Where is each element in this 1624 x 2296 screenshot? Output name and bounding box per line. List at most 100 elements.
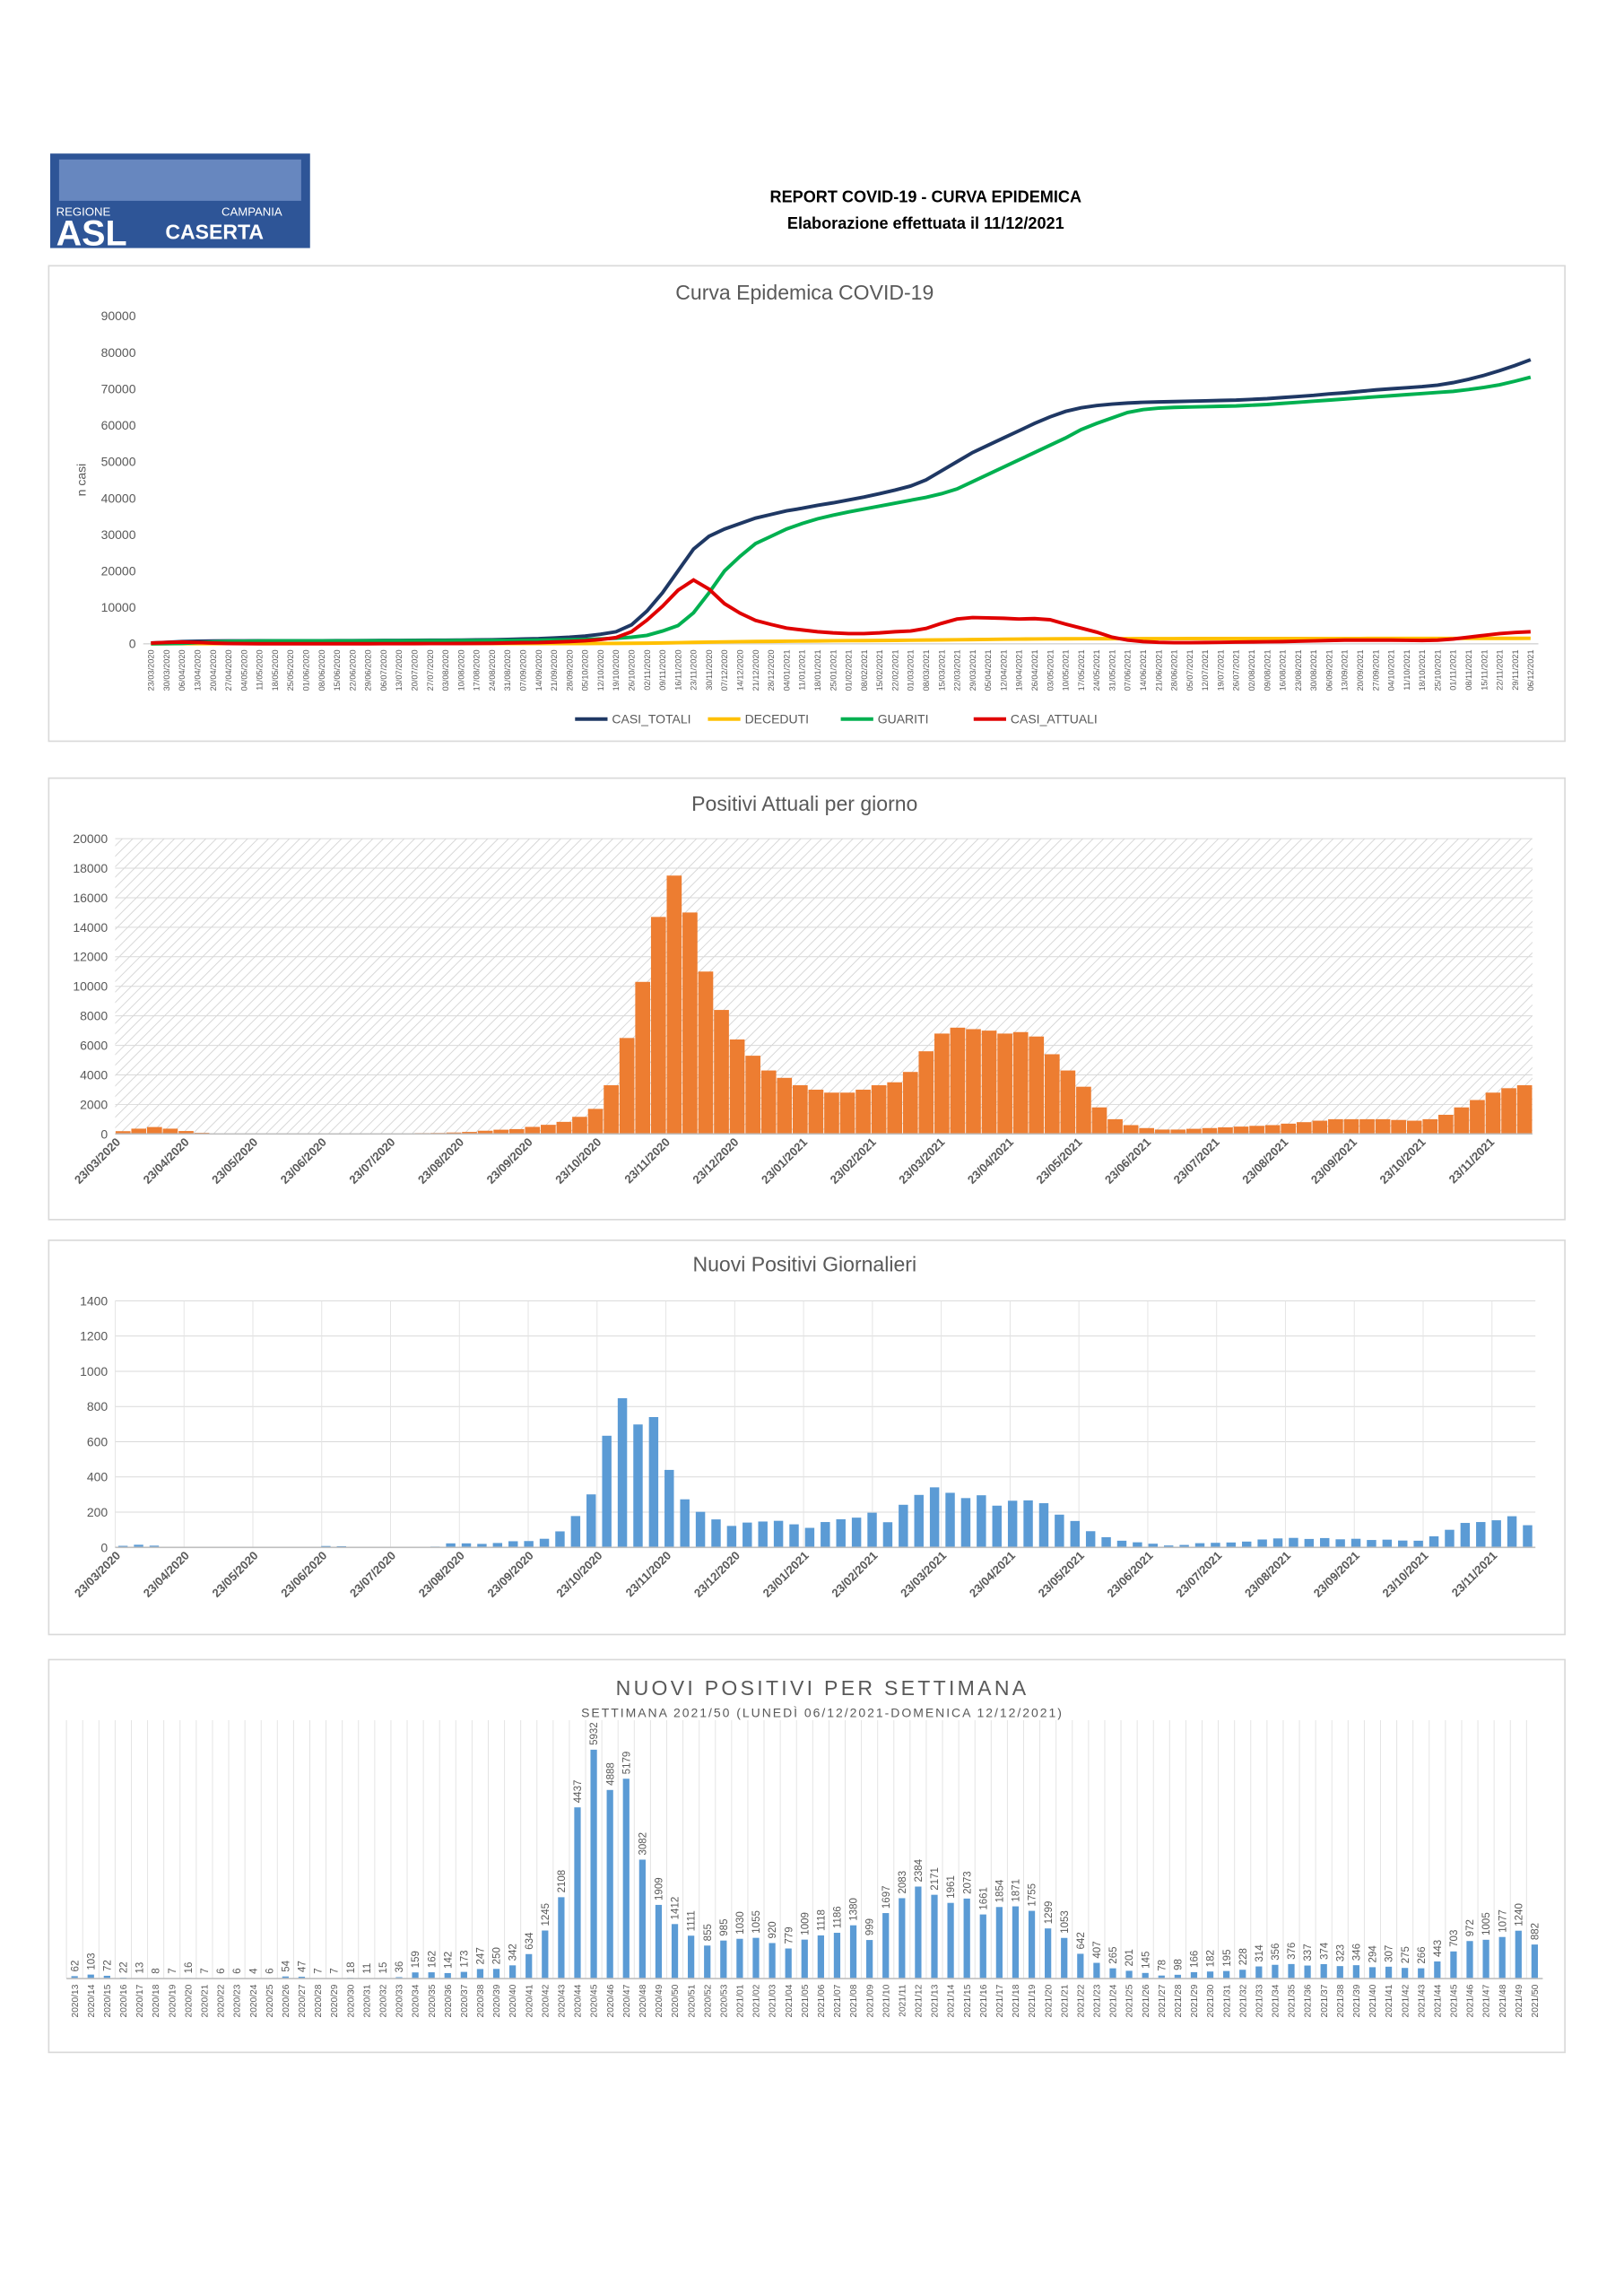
x-tick-label: 2020/37	[460, 1984, 470, 2017]
value-label: 1005	[1481, 1912, 1492, 1935]
bar	[1257, 1539, 1267, 1548]
bar	[587, 1109, 604, 1135]
bar	[476, 1969, 484, 1979]
x-tick-label: 29/06/2020	[364, 649, 373, 691]
bar	[115, 1131, 131, 1135]
x-tick-label: 23/11/2020	[621, 1135, 673, 1187]
x-tick-label: 2020/41	[525, 1984, 534, 2017]
x-tick-label: 2021/49	[1515, 1984, 1524, 2017]
x-tick-label: 2021/34	[1272, 1984, 1281, 2017]
bar	[855, 1089, 871, 1135]
bar	[1296, 1122, 1312, 1135]
bar	[508, 1128, 525, 1135]
x-tick-label: 2021/17	[995, 1984, 1005, 2017]
x-tick-label: 2021/31	[1222, 1984, 1232, 2017]
x-tick-label: 2021/39	[1352, 1984, 1362, 2017]
value-label: 634	[525, 1932, 535, 1950]
bar	[789, 1524, 799, 1548]
x-tick-label: 23/01/2021	[759, 1135, 810, 1187]
y-tick-label: 20000	[101, 564, 136, 578]
y-tick-label: 60000	[101, 418, 136, 432]
bar	[1429, 1535, 1439, 1548]
value-label: 162	[427, 1951, 438, 1968]
bar	[298, 1977, 306, 1979]
x-tick-label: 05/04/2021	[984, 649, 993, 691]
value-label: 159	[411, 1951, 421, 1968]
x-tick-label: 2021/09	[865, 1984, 875, 2017]
x-tick-label: 2020/35	[428, 1984, 438, 2017]
x-tick-label: 2021/32	[1238, 1984, 1248, 2017]
x-tick-label: 2021/26	[1142, 1984, 1151, 2017]
y-tick-label: 18000	[73, 861, 108, 875]
value-label: 6	[232, 1968, 243, 1973]
value-label: 443	[1433, 1940, 1444, 1957]
x-tick-label: 2021/20	[1044, 1984, 1054, 2017]
x-tick-label: 30/11/2020	[705, 649, 714, 690]
value-label: 323	[1335, 1944, 1346, 1961]
bar	[1264, 1125, 1281, 1135]
x-tick-label: 15/06/2020	[333, 649, 342, 691]
x-tick-label: 15/03/2021	[937, 649, 946, 691]
bar	[1328, 1118, 1343, 1135]
bar	[1109, 1968, 1116, 1979]
legend-label: CASI_TOTALI	[612, 712, 690, 726]
bar	[1350, 1538, 1361, 1548]
bar	[446, 1543, 456, 1548]
bar	[103, 1975, 110, 1979]
bar	[572, 1117, 587, 1135]
bar	[1125, 1970, 1133, 1979]
x-tick-label: 18/05/2020	[271, 649, 280, 691]
bar	[462, 1132, 477, 1135]
x-tick-label: 12/07/2021	[1201, 649, 1210, 691]
bar	[1101, 1536, 1111, 1548]
bar	[493, 1129, 509, 1135]
bar	[1163, 1545, 1174, 1548]
x-tick-label: 29/11/2021	[1511, 649, 1520, 690]
bar	[492, 1969, 500, 1979]
bar	[664, 1469, 674, 1548]
bar	[1076, 1086, 1091, 1135]
y-tick-label: 6000	[80, 1039, 108, 1053]
bar	[680, 1499, 690, 1548]
bar	[1226, 1542, 1237, 1548]
bar	[1211, 1543, 1220, 1548]
bar	[817, 1935, 824, 1979]
chart-frame	[48, 1658, 1566, 2054]
y-axis-label: n casi	[74, 464, 89, 497]
chart-title: Positivi Attuali per giorno	[691, 792, 917, 815]
value-label: 1030	[735, 1911, 746, 1935]
bar	[1470, 1100, 1485, 1135]
bar	[882, 1913, 890, 1979]
y-tick-label: 0	[129, 637, 136, 651]
bar	[929, 1487, 940, 1548]
bar	[947, 1902, 954, 1979]
x-tick-label: 09/08/2021	[1263, 649, 1272, 691]
bar	[574, 1807, 581, 1979]
x-tick-label: 10/08/2020	[456, 649, 465, 691]
x-tick-label: 2020/15	[103, 1984, 113, 2017]
value-label: 1871	[1012, 1879, 1022, 1902]
value-label: 972	[1465, 1919, 1476, 1936]
value-label: 142	[443, 1952, 454, 1969]
x-tick-label: 23/08/2021	[1294, 649, 1303, 691]
x-tick-label: 23/04/2021	[967, 1549, 1018, 1600]
bar	[752, 1937, 760, 1979]
logo-text: CASERTA	[165, 221, 264, 244]
bar	[524, 1541, 534, 1548]
x-tick-label: 2020/39	[492, 1984, 502, 2017]
bar	[1385, 1966, 1393, 1979]
bar	[1012, 1906, 1020, 1979]
bar	[1107, 1118, 1123, 1135]
bar	[1531, 1944, 1538, 1979]
x-tick-label: 2021/24	[1109, 1984, 1119, 2017]
x-tick-label: 2021/27	[1158, 1984, 1168, 2017]
bar	[509, 1965, 517, 1979]
bar	[1406, 1120, 1422, 1135]
bar	[666, 875, 682, 1135]
x-tick-label: 30/08/2021	[1309, 649, 1318, 691]
value-label: 1380	[849, 1898, 860, 1921]
bar	[477, 1544, 487, 1548]
value-label: 1961	[946, 1875, 957, 1899]
x-tick-label: 2021/15	[963, 1984, 973, 2017]
bar	[131, 1128, 147, 1135]
